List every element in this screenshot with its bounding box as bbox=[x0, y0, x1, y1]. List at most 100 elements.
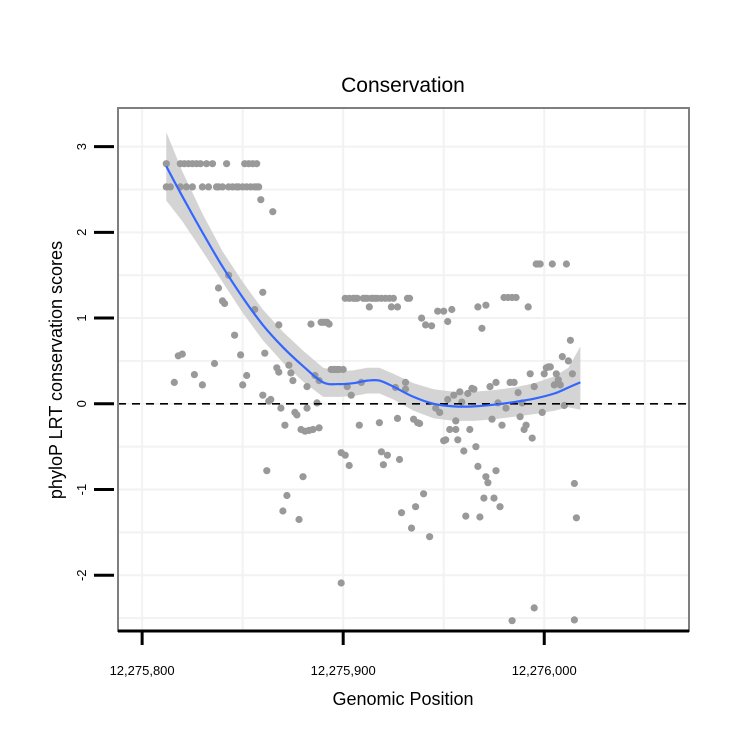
data-point bbox=[450, 391, 458, 399]
data-point bbox=[434, 307, 442, 315]
data-point bbox=[464, 389, 472, 398]
data-point bbox=[309, 425, 317, 434]
data-point bbox=[383, 451, 391, 459]
data-point bbox=[498, 421, 506, 429]
data-point bbox=[170, 378, 178, 386]
data-point bbox=[257, 196, 265, 204]
data-point bbox=[552, 370, 560, 378]
data-point bbox=[275, 368, 283, 376]
x-axis: 12,275,800 12,275,900 12,276,000 bbox=[110, 629, 689, 678]
data-point bbox=[275, 321, 283, 329]
data-point bbox=[279, 507, 287, 515]
data-point bbox=[355, 421, 363, 429]
data-point bbox=[231, 331, 239, 339]
data-point bbox=[476, 513, 484, 521]
data-point bbox=[436, 408, 444, 416]
data-point bbox=[365, 303, 373, 311]
data-point bbox=[514, 389, 522, 397]
data-point bbox=[488, 415, 496, 423]
data-point bbox=[214, 284, 223, 292]
data-point bbox=[452, 425, 460, 434]
data-point bbox=[259, 391, 267, 399]
data-point bbox=[198, 381, 206, 389]
data-point bbox=[405, 294, 414, 302]
data-point bbox=[299, 473, 307, 481]
data-point bbox=[452, 417, 460, 425]
data-point bbox=[474, 462, 482, 470]
data-point bbox=[289, 377, 297, 385]
data-point bbox=[416, 419, 424, 428]
data-point bbox=[237, 351, 245, 359]
data-point bbox=[198, 183, 206, 191]
data-point bbox=[512, 293, 520, 302]
data-point bbox=[558, 353, 566, 361]
y-tick-label: -2 bbox=[74, 569, 89, 581]
data-point bbox=[223, 160, 231, 168]
data-point bbox=[454, 436, 462, 444]
data-point bbox=[412, 503, 420, 511]
data-point bbox=[560, 401, 568, 410]
data-point bbox=[492, 378, 500, 386]
data-point bbox=[295, 515, 303, 524]
x-tick-label: 12,275,800 bbox=[110, 663, 175, 678]
data-point bbox=[490, 494, 498, 502]
data-point bbox=[426, 533, 434, 541]
data-point bbox=[510, 378, 518, 386]
data-point bbox=[178, 350, 186, 358]
data-point bbox=[478, 324, 486, 332]
data-point bbox=[418, 314, 426, 322]
data-point bbox=[502, 404, 510, 412]
data-point bbox=[444, 317, 452, 326]
data-point bbox=[243, 371, 251, 380]
data-point bbox=[345, 461, 353, 470]
data-point bbox=[456, 388, 464, 396]
data-point bbox=[458, 398, 466, 406]
data-point bbox=[564, 357, 573, 365]
data-point bbox=[401, 378, 410, 386]
data-point bbox=[259, 288, 267, 296]
data-point bbox=[448, 305, 456, 314]
data-point bbox=[548, 260, 556, 268]
data-point bbox=[315, 424, 323, 432]
data-point bbox=[287, 369, 295, 377]
data-point bbox=[277, 404, 285, 412]
data-point bbox=[204, 183, 213, 191]
data-point bbox=[255, 183, 263, 191]
data-point bbox=[556, 381, 564, 389]
data-point bbox=[496, 503, 504, 511]
y-tick-label: -1 bbox=[74, 484, 89, 496]
data-point bbox=[444, 395, 452, 404]
data-point bbox=[253, 160, 261, 168]
data-point bbox=[428, 322, 436, 330]
y-tick-label: 3 bbox=[74, 143, 89, 150]
data-point bbox=[546, 363, 554, 371]
data-point bbox=[337, 579, 345, 587]
data-point bbox=[202, 160, 211, 168]
data-point bbox=[263, 467, 271, 475]
y-tick-label: 2 bbox=[74, 229, 89, 236]
data-point bbox=[303, 383, 311, 391]
grid-lines bbox=[118, 108, 689, 631]
smooth-fit-line bbox=[165, 165, 581, 408]
data-point bbox=[261, 349, 269, 357]
data-point bbox=[462, 512, 470, 520]
data-point bbox=[303, 404, 311, 412]
data-point bbox=[524, 303, 532, 311]
data-point bbox=[379, 461, 387, 469]
data-point bbox=[570, 616, 579, 624]
data-point bbox=[516, 413, 524, 421]
data-point bbox=[375, 419, 383, 427]
data-point bbox=[572, 514, 581, 522]
data-point bbox=[353, 294, 361, 302]
data-point bbox=[188, 183, 196, 191]
data-point bbox=[530, 383, 538, 391]
data-point bbox=[440, 307, 448, 315]
data-point bbox=[313, 399, 321, 407]
data-point bbox=[470, 385, 478, 393]
data-point bbox=[393, 303, 402, 311]
data-point bbox=[182, 183, 190, 191]
data-point bbox=[446, 425, 454, 434]
data-point bbox=[166, 183, 174, 191]
data-point bbox=[472, 443, 480, 451]
